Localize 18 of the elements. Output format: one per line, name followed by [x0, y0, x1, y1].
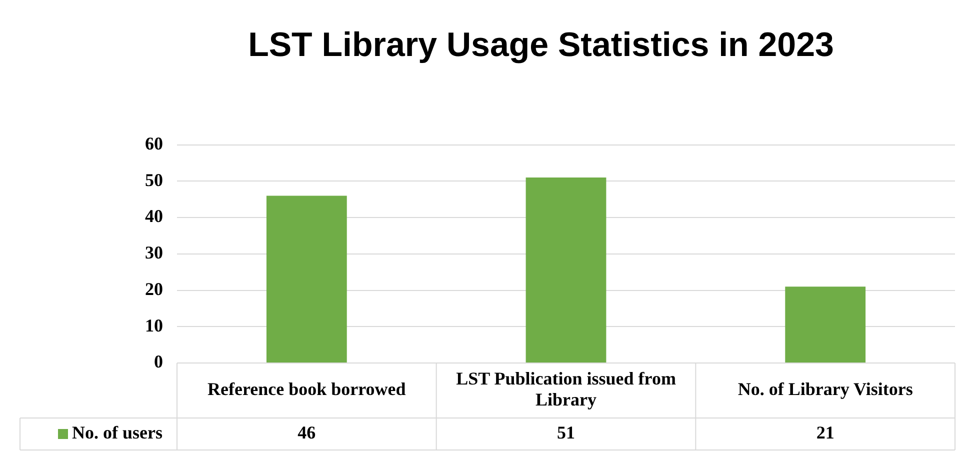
- y-tick-label: 50: [145, 170, 163, 190]
- bar: [526, 178, 606, 362]
- y-tick-label: 20: [145, 278, 163, 299]
- x-tick-label: LST Publication issued from Library: [456, 368, 676, 410]
- bar: [785, 286, 866, 362]
- y-tick-label: 40: [145, 206, 163, 226]
- x-tick-label: No. of Library Visitors: [738, 379, 913, 400]
- data-label: 21: [816, 422, 834, 443]
- y-tick-label: 10: [145, 315, 163, 336]
- data-label: 51: [557, 422, 575, 443]
- legend-label: No. of users: [72, 422, 162, 443]
- data-label: 46: [298, 422, 316, 443]
- x-tick-label: Reference book borrowed: [208, 379, 406, 400]
- y-tick-label: 30: [145, 242, 163, 263]
- bar: [266, 196, 347, 362]
- chart-title: LST Library Usage Statistics in 2023: [248, 26, 834, 64]
- y-tick-label: 0: [154, 352, 163, 372]
- y-tick-label: 60: [145, 133, 163, 154]
